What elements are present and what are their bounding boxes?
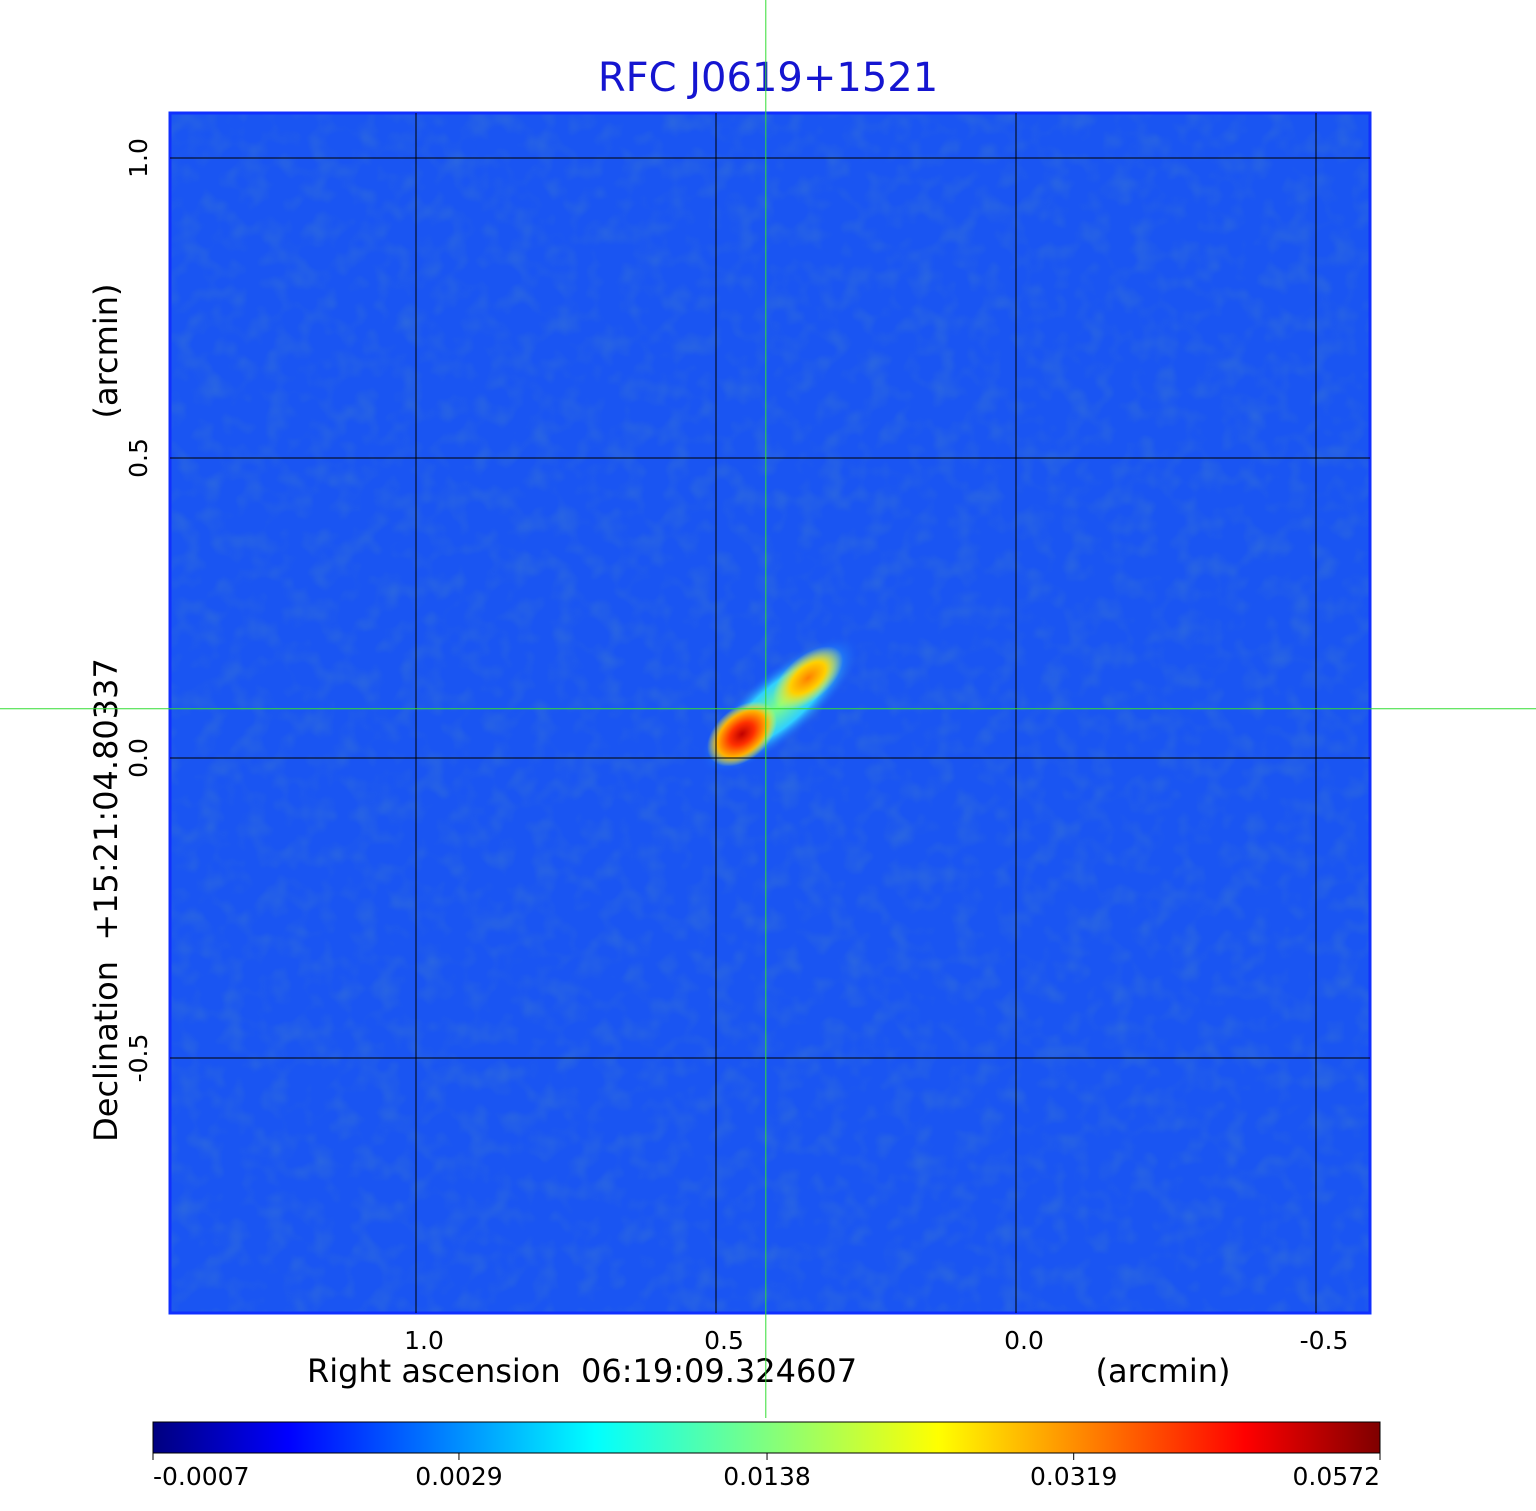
y-tick-label: 0.0 bbox=[124, 738, 153, 778]
colorbar bbox=[152, 1421, 1381, 1454]
plot-frame bbox=[168, 111, 1372, 1315]
x-tick-label: -0.5 bbox=[1300, 1326, 1349, 1355]
x-tick-label: 0.0 bbox=[1004, 1326, 1044, 1355]
x-tick-label: 0.5 bbox=[704, 1326, 744, 1355]
chart-title: RFC J0619+1521 bbox=[598, 55, 938, 101]
x-tick-label: 1.0 bbox=[404, 1326, 444, 1355]
colorbar-tick-label: 0.0029 bbox=[415, 1462, 502, 1491]
y-axis-unit: (arcmin) bbox=[87, 284, 125, 419]
x-axis-label: Right ascension 06:19:09.324607 bbox=[307, 1352, 857, 1390]
y-tick-label: -0.5 bbox=[124, 1034, 153, 1083]
image bbox=[170, 113, 1370, 1313]
x-axis-unit: (arcmin) bbox=[1096, 1352, 1231, 1390]
y-tick-label: 0.5 bbox=[124, 438, 153, 478]
colorbar-tick-label: 0.0572 bbox=[1293, 1462, 1380, 1491]
source-core bbox=[707, 701, 777, 767]
source-component bbox=[772, 646, 844, 710]
y-tick-label: 1.0 bbox=[124, 138, 153, 178]
colorbar-tick-label: 0.0138 bbox=[723, 1462, 810, 1491]
colorbar-tick-label: 0.0319 bbox=[1030, 1462, 1117, 1491]
colorbar-tick-label: -0.0007 bbox=[153, 1462, 250, 1491]
y-axis-label: Declination +15:21:04.80337 bbox=[87, 658, 125, 1142]
